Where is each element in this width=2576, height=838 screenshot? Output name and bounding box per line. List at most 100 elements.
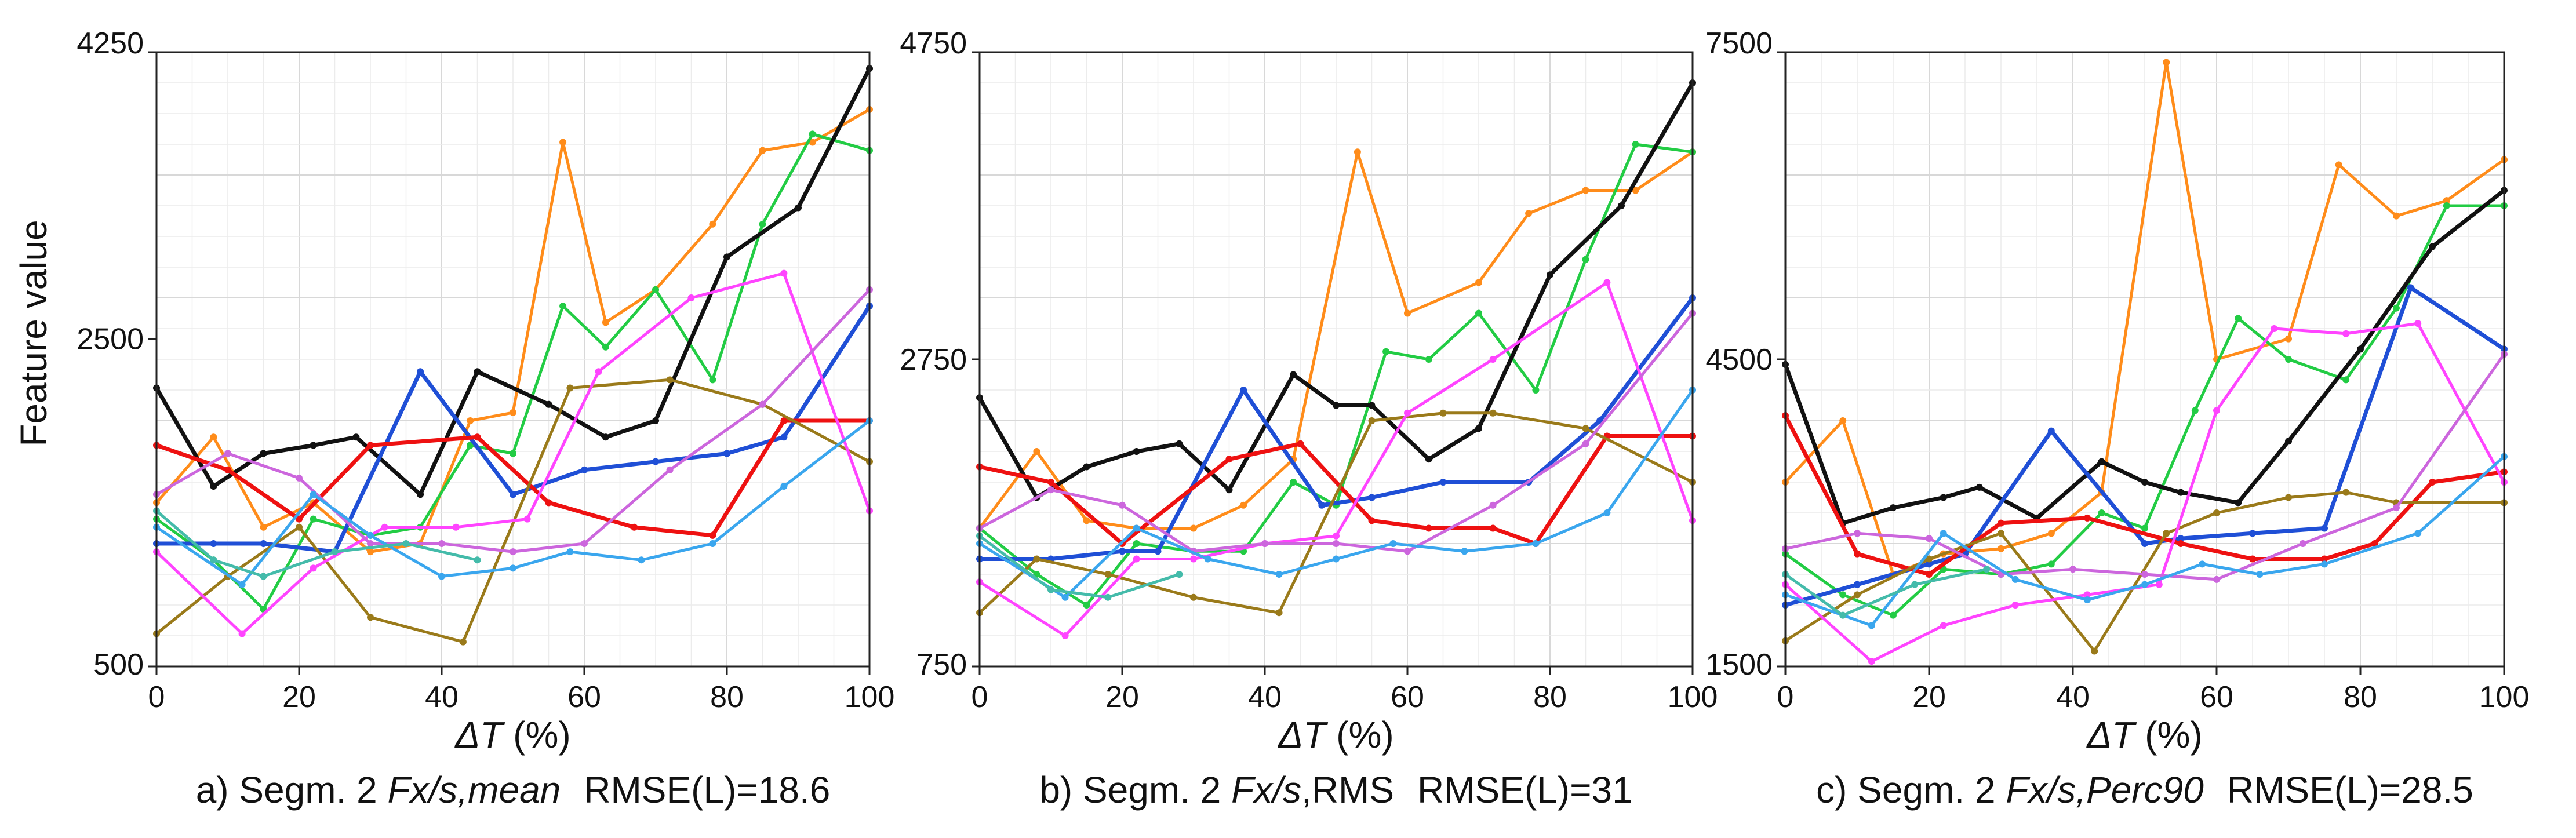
data-point-lightblue	[238, 581, 246, 588]
data-point-orange	[2285, 335, 2292, 343]
data-point-black	[2177, 489, 2184, 496]
y-tick-label: 2750	[900, 343, 967, 377]
data-point-magenta	[2155, 581, 2163, 588]
data-point-violet	[1489, 501, 1497, 509]
caption: b) Segm. 2 Fx/s,RMS RMSE(L)=31	[1039, 769, 1632, 811]
data-point-violet	[1047, 486, 1054, 494]
data-point-green	[602, 343, 609, 351]
data-point-brown	[367, 614, 374, 621]
data-point-blue	[652, 458, 659, 465]
data-point-blue	[2177, 535, 2184, 542]
data-point-magenta	[595, 368, 602, 376]
data-point-green	[1083, 602, 1090, 609]
data-point-orange	[559, 139, 567, 146]
data-point-violet	[224, 450, 231, 457]
data-point-green	[1133, 540, 1140, 547]
x-tick-label: 80	[2344, 680, 2377, 714]
data-point-orange	[1190, 524, 1197, 532]
data-point-green	[1382, 348, 1390, 355]
data-point-black	[474, 368, 481, 376]
data-point-black	[2357, 345, 2364, 353]
data-point-brown	[2213, 509, 2220, 516]
data-point-lightblue	[2414, 530, 2422, 537]
series-line-red	[155, 418, 869, 538]
data-point-orange	[1998, 545, 2004, 552]
data-point-magenta	[1868, 658, 1875, 665]
data-point-lightblue	[2141, 581, 2148, 588]
caption-prefix: a) Segm. 2	[196, 769, 388, 811]
caption: c) Segm. 2 Fx/s,Perc90 RMSE(L)=28.5	[1816, 769, 2473, 811]
data-point-black	[1176, 440, 1183, 447]
x-tick-label: 80	[1533, 680, 1567, 714]
data-point-magenta	[452, 523, 460, 531]
data-point-lightblue	[566, 548, 574, 556]
data-point-black	[2285, 438, 2292, 445]
data-point-orange	[2163, 59, 2170, 66]
data-point-green	[709, 376, 716, 384]
data-point-green	[2342, 376, 2350, 384]
data-point-orange	[1582, 187, 1589, 194]
data-point-green	[2443, 202, 2450, 209]
x-ticks: 0 20 40 60 80 100	[148, 666, 894, 714]
data-point-brown	[1489, 409, 1497, 417]
data-point-magenta	[1190, 555, 1197, 563]
data-point-green	[2235, 315, 2242, 322]
data-point-violet	[1119, 501, 1126, 509]
data-point-green	[1425, 356, 1432, 363]
x-axis-label-symbol: ΔT	[1277, 714, 1328, 756]
data-point-magenta	[1061, 632, 1069, 639]
series-line-black	[1783, 188, 2506, 526]
data-point-brown	[2342, 489, 2350, 496]
x-ticks: 0 20 40 60 80 100	[1777, 666, 2529, 714]
data-point-black	[1890, 504, 1897, 512]
data-point-black	[1133, 448, 1140, 455]
series-line-brown	[978, 411, 1694, 614]
data-point-blue	[1119, 548, 1126, 555]
data-point-red	[296, 515, 303, 523]
data-point-magenta	[2213, 407, 2220, 414]
x-axis-label-symbol: ΔT	[454, 714, 505, 756]
data-point-blue	[1368, 494, 1376, 501]
plot-frame	[978, 51, 1694, 668]
data-point-red	[2429, 479, 2436, 486]
data-point-orange	[260, 523, 267, 531]
data-point-red	[367, 442, 374, 449]
data-point-magenta	[523, 515, 531, 523]
data-point-red	[1489, 524, 1497, 532]
data-point-red	[1368, 517, 1376, 524]
data-point-black	[1225, 486, 1233, 494]
data-point-brown	[1368, 417, 1376, 424]
data-point-green	[1839, 591, 1847, 599]
caption-rmse: RMSE(L)=18.6	[584, 769, 830, 811]
data-point-magenta	[1133, 555, 1140, 563]
data-point-red	[709, 531, 716, 539]
data-point-lightblue	[1275, 571, 1283, 578]
data-point-orange	[1839, 417, 1847, 424]
caption: a) Segm. 2 Fx/s,mean RMSE(L)=18.6	[196, 769, 831, 811]
chart-panel-b: 750 2750 4750 0 20 40 60 80 100 ΔT (%) b) Segm.…	[900, 27, 1718, 811]
x-tick-label: 40	[425, 680, 459, 714]
x-tick-label: 60	[2200, 680, 2233, 714]
data-point-black	[1290, 371, 1297, 378]
data-point-orange	[709, 220, 716, 228]
series-line-violet	[155, 289, 871, 553]
data-point-blue	[417, 368, 424, 376]
x-tick-label: 60	[567, 680, 601, 714]
data-point-black	[1618, 202, 1625, 209]
data-point-black	[795, 204, 802, 212]
data-point-red	[224, 466, 231, 473]
data-point-black	[1975, 483, 1983, 491]
data-point-green	[2098, 509, 2105, 516]
data-point-lightblue	[1940, 530, 1947, 537]
x-axis-label: ΔT (%)	[2086, 714, 2202, 756]
caption-prefix: c) Segm. 2	[1816, 769, 2006, 811]
data-point-lightblue	[2199, 560, 2206, 568]
data-point-black	[210, 483, 217, 490]
chart-panel-a: 500 2500 4250 0 20 40 60 80 100 ΔT (%) a) Segm.…	[77, 27, 894, 811]
data-point-violet	[296, 474, 303, 482]
data-point-lightblue	[510, 564, 516, 572]
data-point-red	[2321, 555, 2328, 563]
data-point-orange	[1240, 501, 1247, 509]
data-point-lightblue	[1868, 622, 1875, 629]
